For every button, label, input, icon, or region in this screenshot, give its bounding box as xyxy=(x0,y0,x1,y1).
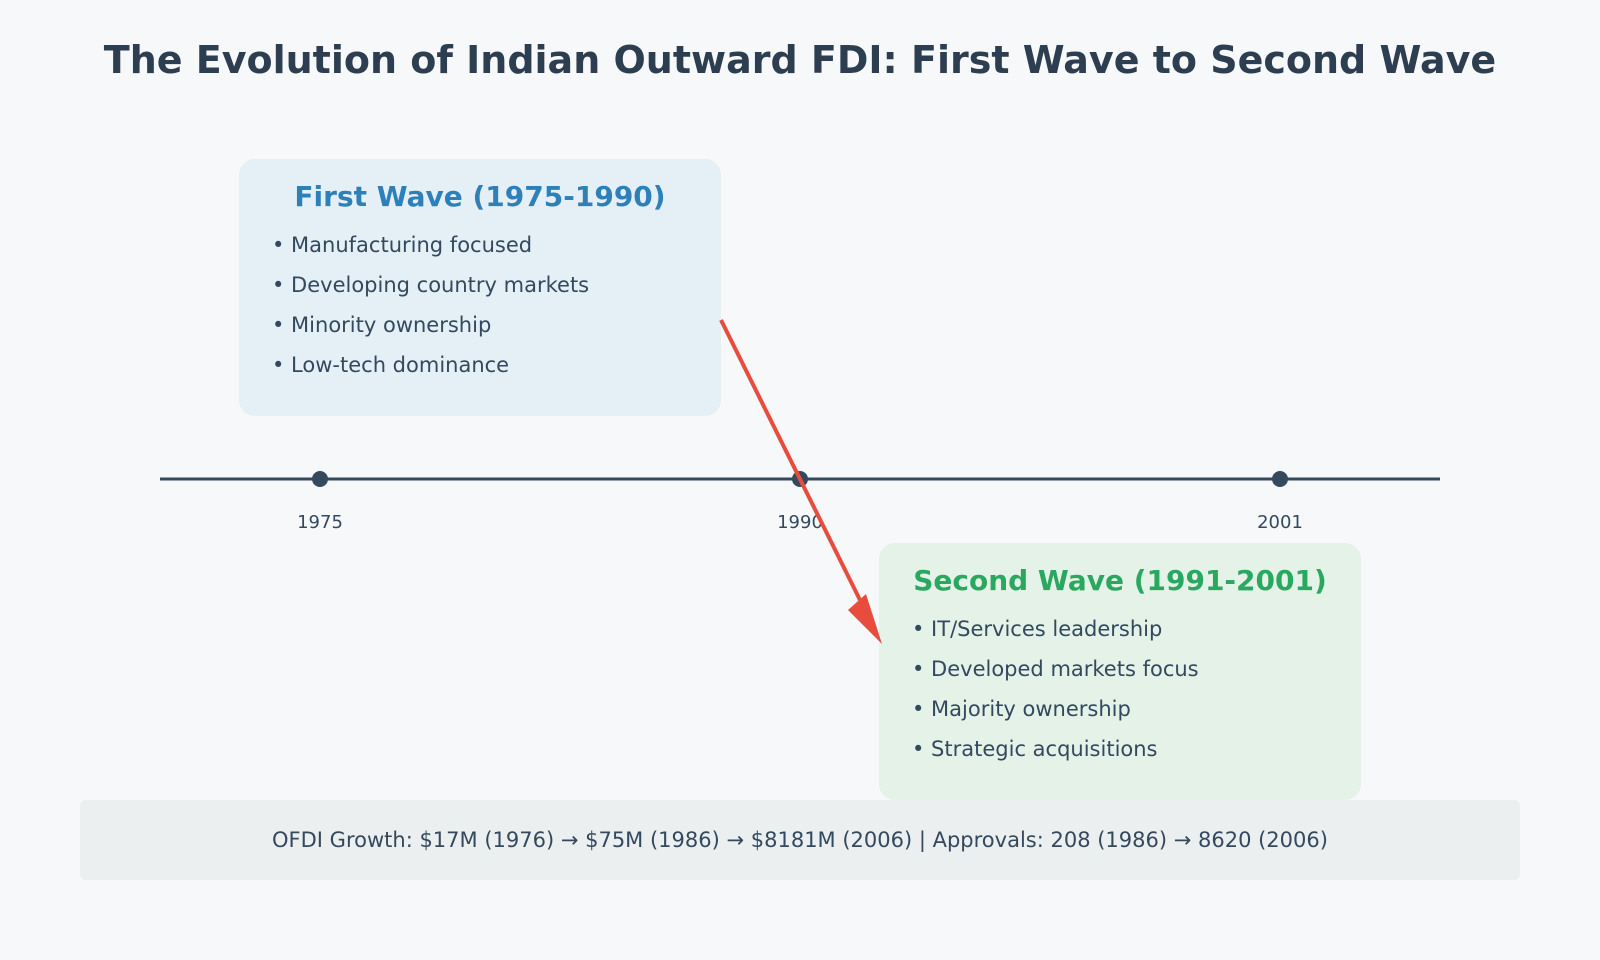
transition-arrow-shaft xyxy=(719,319,862,601)
ofdi-stats-bar: OFDI Growth: $17M (1976) → $75M (1986) →… xyxy=(80,800,1520,880)
second-wave-item: • Developed markets focus xyxy=(912,657,1199,681)
second-wave-item: • IT/Services leadership xyxy=(912,617,1163,641)
first-wave-item: • Low-tech dominance xyxy=(272,353,510,377)
first-wave-title: First Wave (1975-1990) xyxy=(294,180,666,213)
second-wave-item: • Strategic acquisitions xyxy=(912,737,1158,761)
timeline-year-label: 1975 xyxy=(297,512,343,533)
first-wave-item: • Minority ownership xyxy=(272,313,492,337)
timeline-marker-2001 xyxy=(1272,471,1288,487)
timeline-year-label: 1990 xyxy=(777,512,823,533)
first-wave-list: • Manufacturing focused • Developing cou… xyxy=(239,225,721,385)
first-wave-box: First Wave (1975-1990) • Manufacturing f… xyxy=(239,159,721,416)
transition-arrow-head xyxy=(848,594,882,644)
second-wave-list: • IT/Services leadership • Developed mar… xyxy=(879,609,1361,769)
second-wave-box: Second Wave (1991-2001) • IT/Services le… xyxy=(879,543,1361,800)
first-wave-item: • Manufacturing focused xyxy=(272,233,533,257)
first-wave-item: • Developing country markets xyxy=(272,273,590,297)
timeline-marker-1975 xyxy=(312,471,328,487)
second-wave-title: Second Wave (1991-2001) xyxy=(913,564,1327,597)
second-wave-item: • Majority ownership xyxy=(912,697,1131,721)
timeline-year-label: 2001 xyxy=(1257,512,1303,533)
ofdi-stats-text: OFDI Growth: $17M (1976) → $75M (1986) →… xyxy=(272,828,1328,852)
page-title: The Evolution of Indian Outward FDI: Fir… xyxy=(103,38,1497,82)
